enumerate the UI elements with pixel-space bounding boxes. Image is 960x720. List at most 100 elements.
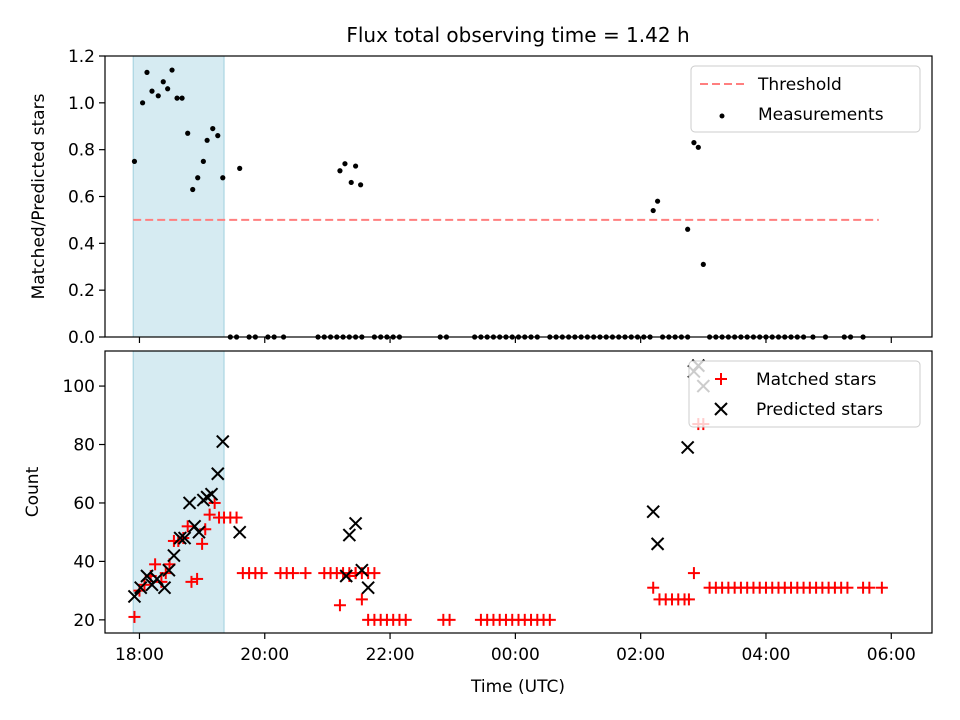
measurement-point	[144, 69, 150, 75]
predicted-star-point	[177, 531, 192, 545]
measurement-point	[185, 130, 191, 136]
matched-star-point	[647, 581, 660, 594]
measurement-point	[190, 186, 196, 193]
matched-star-point	[149, 558, 162, 571]
matched-star-point	[208, 496, 221, 509]
x-axis-label: Time (UTC)	[470, 677, 565, 697]
matched-star-point	[181, 520, 194, 533]
measurement-point	[691, 140, 697, 146]
measurement-point	[337, 168, 343, 174]
matched-star-point	[230, 511, 243, 524]
matched-star-point	[687, 567, 700, 580]
measurement-point	[654, 198, 661, 204]
top-y-tick-label: 0.8	[68, 141, 95, 161]
predicted-star-point	[355, 563, 369, 577]
bottom-y-axis-label: Count	[23, 466, 43, 517]
bottom-legend: Matched stars Predicted stars	[688, 360, 921, 428]
predicted-star-point	[216, 434, 230, 449]
predicted-star-point	[134, 580, 148, 595]
top-y-tick-label: 1.2	[68, 47, 95, 67]
matched-star-point	[333, 599, 346, 612]
predicted-star-point	[342, 528, 357, 542]
predicted-star-point	[162, 563, 176, 577]
predicted-star-point	[361, 580, 375, 595]
predicted-star-point	[167, 548, 181, 563]
bottom-x-tick-label: 20:00	[240, 645, 289, 665]
measurement-point	[179, 95, 185, 101]
bottom-y-tick-label: 20	[73, 611, 95, 631]
matched-star-point	[286, 567, 299, 580]
matched-star-point	[355, 593, 368, 606]
measurement-point	[160, 79, 166, 85]
predicted-star-point	[680, 440, 695, 455]
predicted-star-point	[646, 505, 660, 519]
top-y-ticks: 0.0 0.2 0.4 0.6 0.8 1.0 1.2	[68, 47, 105, 348]
measurement-point	[174, 95, 180, 101]
measurement-point	[200, 158, 206, 164]
measurement-point	[131, 158, 138, 164]
bottom-x-tick-label: 22:00	[366, 645, 415, 665]
measurement-point	[358, 182, 364, 188]
matched-star-point	[875, 581, 888, 594]
bottom-y-ticks: 20 40 60 80 100	[63, 377, 105, 631]
bottom-x-tick-label: 00:00	[491, 645, 540, 665]
predicted-star-point	[232, 525, 247, 539]
predicted-star-point	[127, 589, 142, 604]
top-y-tick-label: 0.2	[68, 281, 95, 301]
matched-star-point	[368, 567, 381, 580]
top-x-ticks	[138, 337, 892, 343]
top-y-axis-label: Matched/Predicted stars	[29, 93, 49, 299]
top-legend: Threshold Measurements	[690, 65, 921, 133]
predicted-star-point	[348, 516, 363, 531]
predicted-star-point	[182, 496, 197, 510]
bottom-panel: 20 40 60 80 100 18:00 20:00 22:00 00:00 02:00 04:…	[23, 350, 933, 697]
bottom-y-tick-label: 80	[73, 436, 95, 456]
matched-star-point	[191, 572, 204, 585]
matched-star-point	[841, 581, 854, 594]
bottom-x-tick-label: 18:00	[115, 645, 164, 665]
matched-star-point	[185, 575, 198, 588]
legend-predicted-label: Predicted stars	[756, 400, 883, 420]
bottom-x-ticks: 18:00 20:00 22:00 00:00 02:00 04:00 06:00	[115, 633, 916, 665]
measurement-point	[220, 175, 226, 181]
matched-stars-points	[128, 418, 888, 626]
legend-matched-swatch	[715, 373, 727, 385]
bottom-legend-box	[688, 360, 921, 428]
legend-matched-label: Matched stars	[756, 370, 876, 390]
bottom-x-tick-label: 06:00	[867, 645, 916, 665]
predicted-star-point	[187, 519, 202, 534]
matched-star-point	[203, 508, 216, 521]
matched-star-point	[399, 613, 412, 626]
measurement-point	[210, 125, 216, 132]
matched-star-point	[682, 593, 695, 606]
measurement-point	[215, 133, 221, 139]
predicted-star-point	[173, 531, 187, 545]
matched-star-point	[299, 567, 312, 580]
predicted-star-point	[157, 580, 172, 595]
bottom-y-tick-label: 100	[63, 377, 95, 397]
measurement-point	[169, 67, 175, 73]
top-y-tick-label: 0.0	[68, 328, 95, 348]
measurement-point	[139, 100, 146, 106]
predicted-star-point	[339, 569, 353, 583]
legend-predicted-swatch	[714, 402, 728, 416]
top-legend-box	[690, 65, 921, 133]
bottom-y-tick-label: 40	[73, 552, 95, 572]
top-y-tick-label: 0.4	[68, 234, 95, 254]
measurement-point	[155, 93, 161, 99]
measurement-point	[204, 137, 210, 143]
bottom-x-tick-label: 02:00	[616, 645, 665, 665]
measurement-point	[165, 86, 171, 92]
measurement-point	[237, 165, 243, 171]
top-shaded-interval	[132, 55, 225, 338]
top-y-tick-label: 1.0	[68, 94, 95, 114]
legend-measurements-label: Measurements	[758, 105, 884, 125]
bottom-y-tick-label: 60	[73, 494, 95, 514]
predicted-star-point	[204, 487, 219, 501]
measurement-point	[650, 207, 656, 214]
top-y-tick-label: 0.6	[68, 188, 95, 208]
predicted-star-point	[192, 525, 206, 539]
measurement-point	[353, 163, 359, 169]
legend-measurements-swatch	[719, 113, 725, 119]
